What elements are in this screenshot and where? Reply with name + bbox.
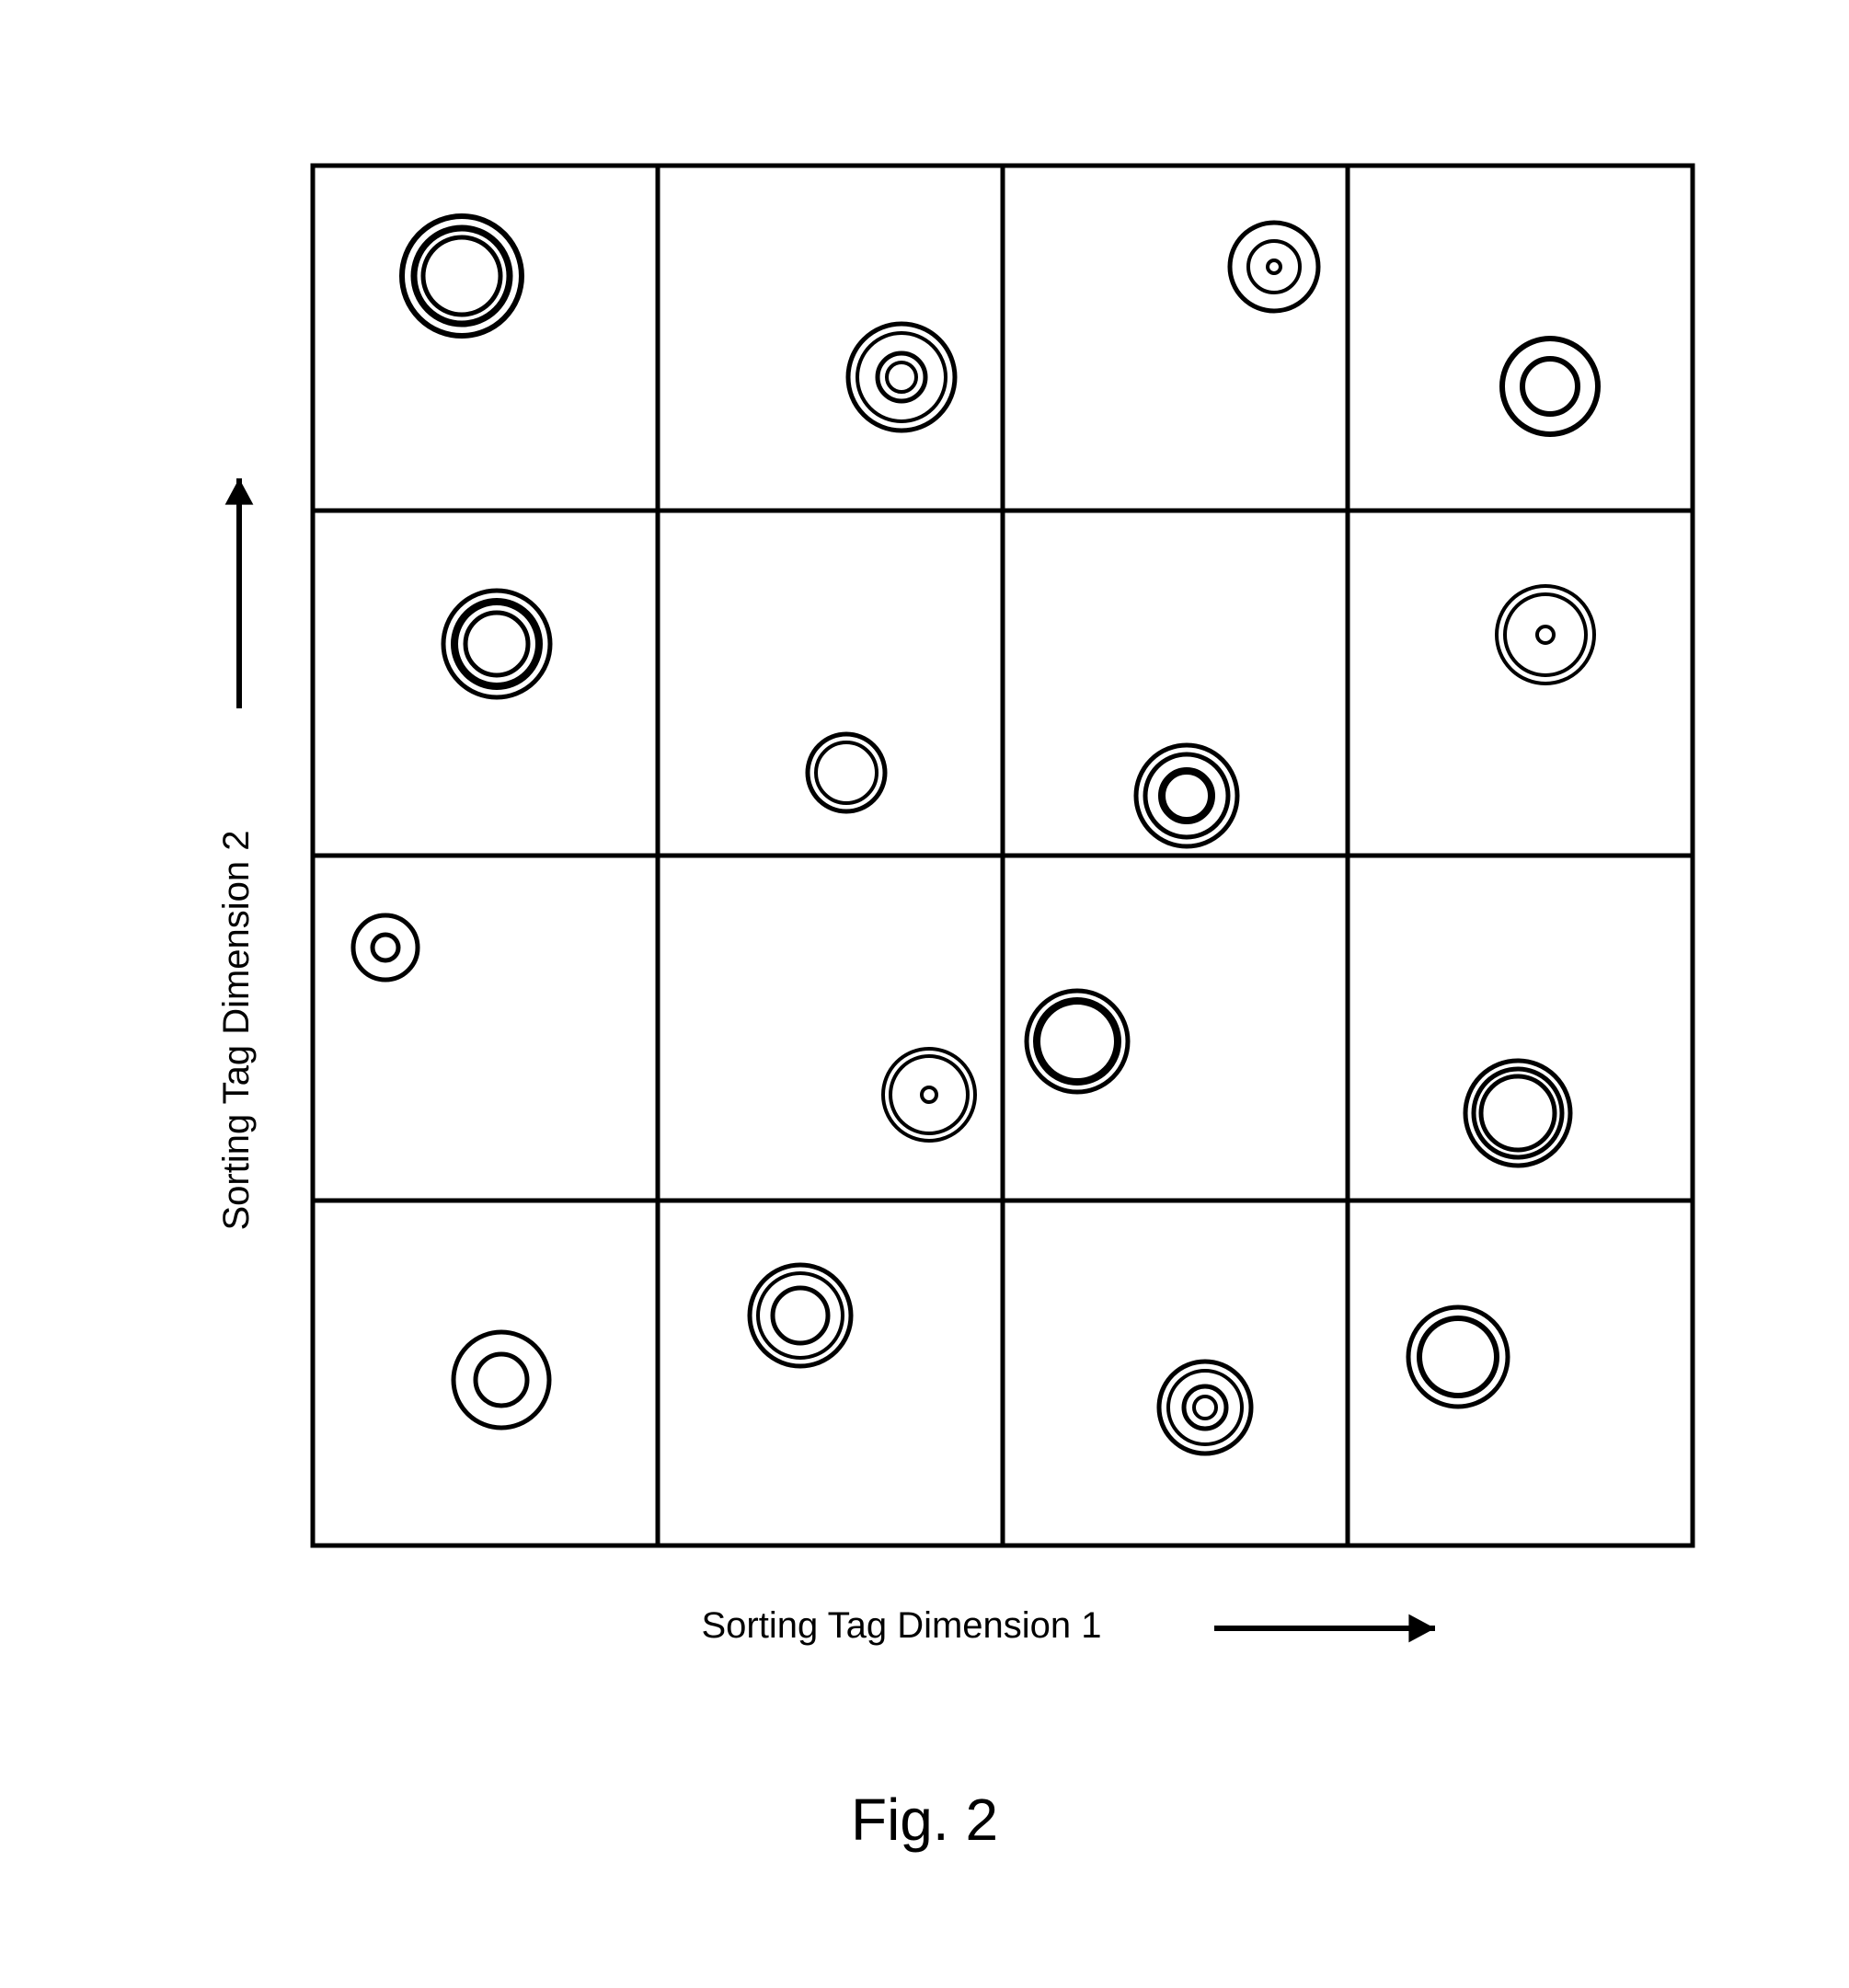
- figure-svg: Sorting Tag Dimension 1 Sorting Tag Dimen…: [0, 0, 1849, 1988]
- y-axis-label: Sorting Tag Dimension 2: [216, 830, 257, 1230]
- x-axis-label: Sorting Tag Dimension 1: [701, 1605, 1101, 1646]
- background: [0, 0, 1849, 1988]
- figure-container: Sorting Tag Dimension 1 Sorting Tag Dimen…: [0, 0, 1849, 1988]
- figure-caption: Fig. 2: [851, 1787, 998, 1853]
